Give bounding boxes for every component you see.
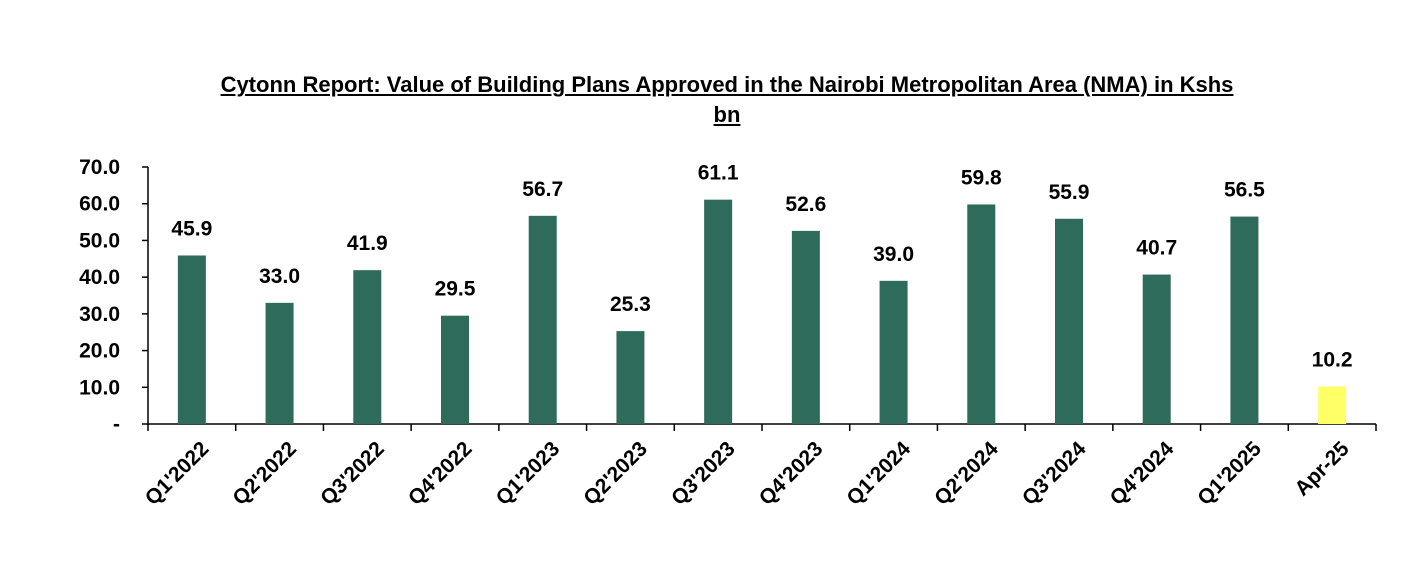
bar <box>1055 218 1083 424</box>
bar <box>879 280 908 424</box>
x-category-label: Q1'2022 <box>141 437 214 510</box>
data-label: 33.0 <box>259 265 300 288</box>
data-label: 52.6 <box>785 193 826 216</box>
x-category-label: Q4'2023 <box>755 437 828 510</box>
bar <box>1230 216 1259 424</box>
bar <box>704 199 733 424</box>
y-tick-label: 50.0 <box>79 229 120 252</box>
data-labels: 45.9 33.0 41.9 29.5 56.7 25.3 61.1 52.6 39.0 59.8… <box>171 162 1352 372</box>
y-tick-label: 30.0 <box>79 303 120 326</box>
y-tick-label: 20.0 <box>79 340 120 363</box>
data-label: 61.1 <box>698 162 739 185</box>
bar <box>265 302 294 424</box>
bar <box>177 255 206 424</box>
x-category-label: Q1'2024 <box>842 437 915 510</box>
data-label: 41.9 <box>347 232 388 255</box>
chart-title: Cytonn Report: Value of Building Plans A… <box>0 70 1428 130</box>
x-category-label: Q1'2025 <box>1193 437 1266 510</box>
x-category-label: Q2'2024 <box>930 437 1003 510</box>
x-category-label: Q1'2023 <box>492 437 565 510</box>
data-label: 25.3 <box>610 293 651 316</box>
x-category-label: Q3'2023 <box>667 437 740 510</box>
bar <box>441 315 469 424</box>
data-label: 56.5 <box>1224 179 1265 202</box>
data-label: 10.2 <box>1312 349 1353 372</box>
data-label: 56.7 <box>522 178 563 201</box>
y-tick-label: 60.0 <box>79 193 120 216</box>
bars <box>177 199 1347 424</box>
data-label: 40.7 <box>1136 237 1177 260</box>
x-category-label: Q4'2024 <box>1106 437 1179 510</box>
y-axis: - 10.0 20.0 30.0 40.0 50.0 60.0 70.0 <box>79 156 149 436</box>
x-axis: Q1'2022 Q2'2022 Q3'2022 Q4'2022 Q1'2023 Q2'20… <box>141 423 1377 510</box>
y-tick-label: 70.0 <box>79 156 120 179</box>
y-tick-label: 40.0 <box>79 266 120 289</box>
data-label: 55.9 <box>1049 181 1090 204</box>
x-category-label: Q3'2022 <box>316 437 389 510</box>
bar <box>353 270 382 424</box>
y-tick-label: 10.0 <box>79 376 120 399</box>
bar <box>528 215 557 424</box>
data-label: 39.0 <box>873 243 914 266</box>
bar <box>791 230 820 424</box>
bar <box>1142 274 1171 424</box>
x-category-label: Q2'2023 <box>579 437 652 510</box>
bar <box>967 204 996 424</box>
x-category-label: Q3'2024 <box>1018 437 1091 510</box>
data-label: 45.9 <box>171 217 212 240</box>
data-label: 59.8 <box>961 166 1002 189</box>
bar <box>1318 386 1347 424</box>
data-label: 29.5 <box>435 278 476 301</box>
x-category-label: Q2'2022 <box>228 437 301 510</box>
chart-title-line-1: Cytonn Report: Value of Building Plans A… <box>220 72 1234 97</box>
chart-title-line-2: bn <box>713 102 741 127</box>
x-category-label: Apr-25 <box>1290 437 1354 501</box>
y-tick-label: - <box>113 413 120 436</box>
bar <box>616 331 645 424</box>
x-category-label: Q4'2022 <box>404 437 477 510</box>
